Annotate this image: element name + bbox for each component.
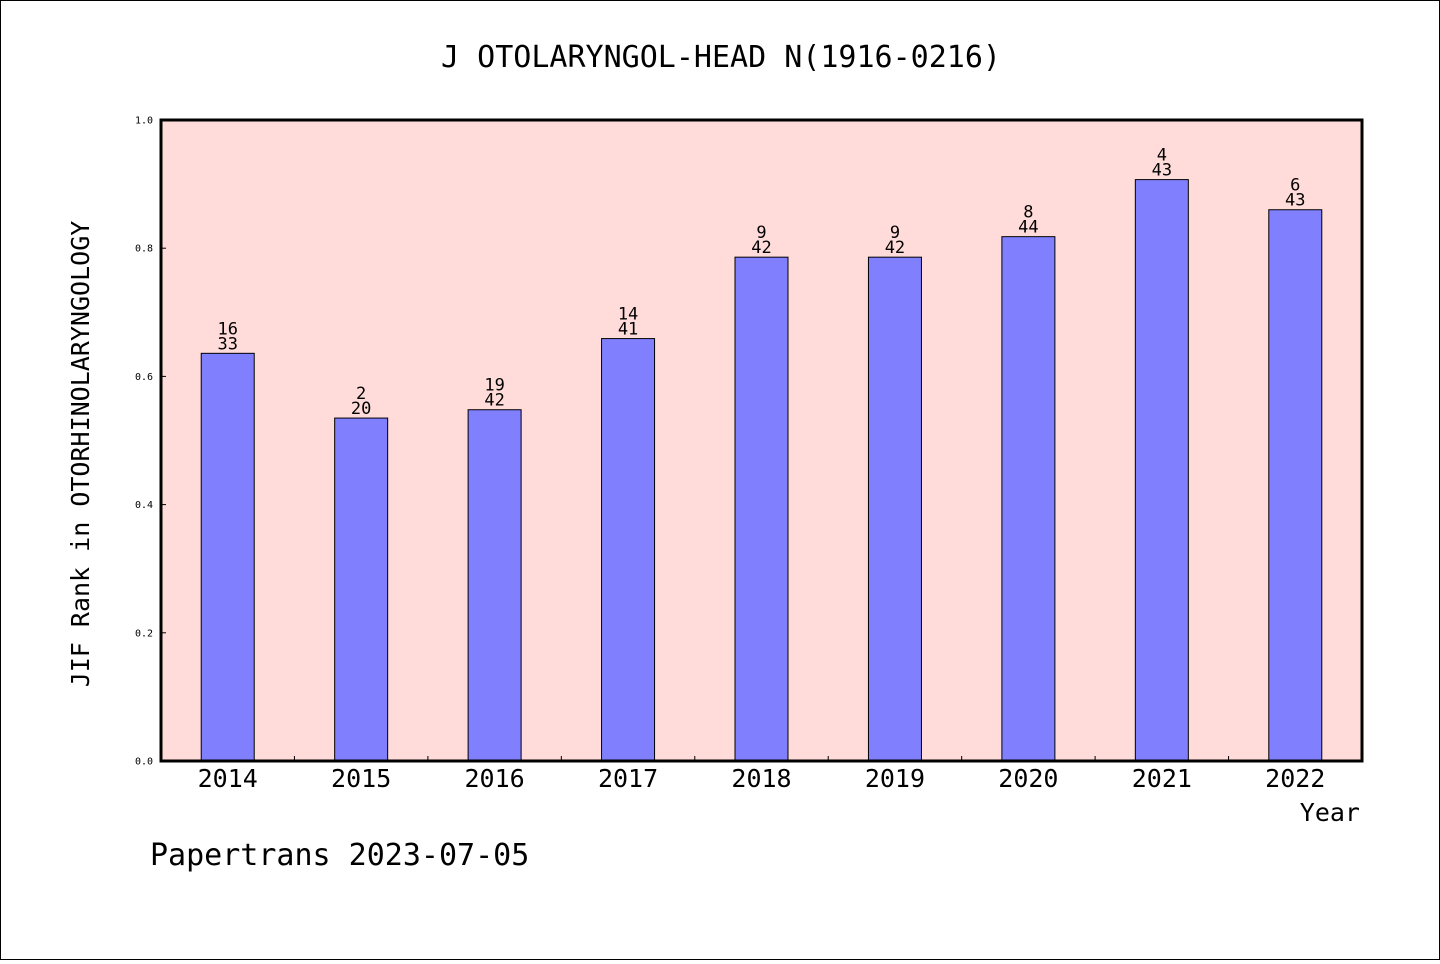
- bar-total-label: 44: [1018, 218, 1038, 238]
- bar: [734, 256, 789, 762]
- x-tick-label: 2021: [1132, 764, 1192, 793]
- x-axis-label: Year: [1300, 798, 1360, 827]
- x-tick-label: 2019: [865, 764, 925, 793]
- bar-rank-label: 8: [1023, 203, 1033, 223]
- bar: [1001, 236, 1056, 762]
- y-tick-label: 0.6: [135, 372, 153, 383]
- bar-total-label: 20: [351, 399, 371, 419]
- y-tick-label: 0.8: [135, 244, 153, 255]
- y-tick-label: 1.0: [135, 116, 153, 127]
- y-tick-label: 0.4: [135, 500, 153, 511]
- bar-total-label: 43: [1285, 191, 1305, 211]
- bar-rank-label: 9: [890, 223, 900, 243]
- bar-total-label: 33: [217, 334, 237, 354]
- x-tick-label: 2014: [198, 764, 258, 793]
- bar-total-label: 41: [618, 320, 638, 340]
- y-tick-label: 0.2: [135, 628, 153, 639]
- x-tick-label: 2020: [998, 764, 1058, 793]
- bar-total-label: 42: [751, 238, 771, 258]
- bar-total-label: 42: [885, 238, 905, 258]
- bar: [1268, 209, 1323, 762]
- y-axis-label: JIF Rank in OTORHINOLARYNGOLOGY: [66, 221, 95, 688]
- x-tick-label: 2017: [598, 764, 658, 793]
- bar-rank-label: 2: [356, 384, 366, 404]
- bar-rank-label: 9: [756, 223, 766, 243]
- bar-rank-label: 16: [217, 319, 237, 339]
- x-axis: 2014 2015 2016 2017 2018 2019 2020 2021 2022: [198, 756, 1325, 793]
- bar: [867, 256, 922, 762]
- bar: [334, 417, 389, 762]
- bar: [200, 352, 255, 762]
- bar: [1134, 179, 1189, 762]
- x-tick-label: 2018: [731, 764, 791, 793]
- x-tick-label: 2022: [1265, 764, 1325, 793]
- bar: [467, 409, 522, 762]
- footer-credit: Papertrans 2023-07-05: [150, 838, 529, 873]
- chart-title: J OTOLARYNGOL-HEAD N(1916-0216): [441, 40, 1001, 75]
- bar: [601, 338, 656, 762]
- x-tick-label: 2016: [465, 764, 525, 793]
- bar-total-label: 43: [1152, 161, 1172, 181]
- bar-rank-label: 19: [484, 376, 504, 396]
- x-tick-label: 2015: [331, 764, 391, 793]
- plot-border: [159, 118, 1364, 763]
- bar-rank-label: 6: [1290, 176, 1300, 196]
- y-tick-label: 0.0: [135, 757, 153, 768]
- bar-rank-label: 14: [618, 305, 638, 325]
- bar-total-label: 42: [484, 391, 504, 411]
- bar-rank-label: 4: [1157, 146, 1167, 166]
